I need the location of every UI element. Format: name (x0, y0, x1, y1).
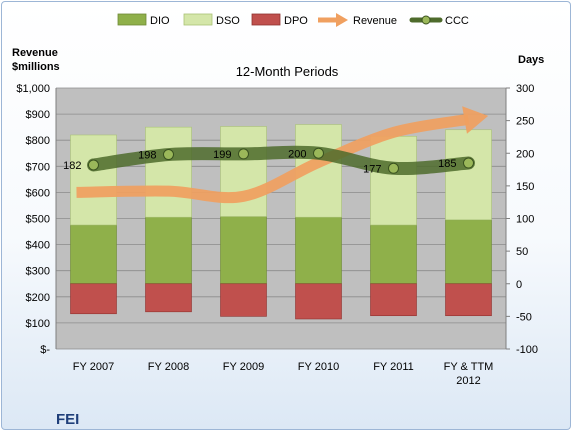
ccc-data-label: 198 (138, 150, 156, 162)
legend-item: Revenue (318, 13, 397, 27)
dpo-bar (70, 283, 117, 315)
ccc-marker (238, 148, 249, 160)
right-tick-label: 0 (516, 279, 522, 291)
left-axis-title-line2: $millions (12, 61, 60, 73)
ccc-line (87, 145, 475, 176)
category-label: FY 2011 (373, 361, 414, 373)
left-axis: $- $100 $200 $300 $400 $500 $600 $700 $800 $900 $1… (16, 83, 57, 356)
dio-bar (370, 224, 417, 285)
dpo-bar (145, 283, 192, 313)
left-tick-label: $- (40, 344, 50, 356)
right-tick-label: -50 (516, 311, 532, 323)
legend-item: CCC (409, 15, 469, 27)
left-tick-label: $300 (26, 266, 50, 278)
dso-bar (370, 135, 417, 226)
gridlines (56, 87, 506, 350)
ccc-marker (313, 147, 324, 159)
left-tick-label: $100 (26, 318, 50, 330)
legend-item: DPO (251, 13, 308, 27)
ccc-data-label: 185 (438, 158, 456, 170)
x-axis: FY 2007 FY 2008 FY 2009 FY 2010 FY 2011 FY & … (73, 361, 494, 387)
dpo-bar (220, 283, 267, 317)
left-tick-label: $700 (26, 161, 50, 173)
dio-bar (145, 216, 192, 285)
dio-bar (445, 219, 492, 285)
legend-label: Revenue (353, 15, 397, 27)
ccc-marker (88, 159, 99, 171)
ccc-marker (388, 162, 399, 174)
category-label: FY 2008 (148, 361, 189, 373)
revenue-series (76, 106, 489, 204)
legend-marker (421, 15, 431, 25)
dio-bar (295, 216, 342, 285)
right-tick-label: 300 (516, 83, 534, 95)
ccc-data-label: 199 (213, 149, 231, 161)
left-tick-label: $600 (26, 187, 50, 199)
legend-label: DIO (150, 15, 170, 27)
dso-bar (445, 129, 492, 221)
left-tick-label: $900 (26, 109, 50, 121)
ccc-data-label: 177 (363, 163, 381, 175)
right-tick-label: 50 (516, 246, 528, 258)
left-axis-title-line1: Revenue (12, 47, 58, 59)
legend-item: DIO (117, 13, 170, 27)
ccc-marker (163, 149, 174, 161)
legend: DIO DSO DPO Revenue CCC (117, 13, 469, 27)
legend-arrowhead (336, 13, 348, 27)
right-tick-label: 100 (516, 214, 534, 226)
right-tick-label: -100 (516, 344, 538, 356)
right-axis: -100 -50 0 50 100 150 200 250 300 (505, 83, 538, 356)
right-axis-title: Days (518, 54, 544, 66)
legend-item: DSO (183, 13, 240, 27)
legend-label: DPO (284, 15, 308, 27)
category-label: FY 2009 (223, 361, 264, 373)
ccc-series: 182 198 199 200 177 185 (63, 145, 475, 176)
revenue-line (76, 113, 470, 204)
chart-title: 12-Month Periods (236, 64, 339, 79)
legend-label: CCC (445, 15, 469, 27)
legend-swatch (183, 13, 213, 26)
dso-bar (70, 134, 117, 226)
category-label: FY & TTM (444, 361, 494, 373)
dio-bar (220, 216, 267, 285)
left-tick-label: $400 (26, 240, 50, 252)
left-tick-label: $200 (26, 292, 50, 304)
dpo-bar (445, 283, 492, 317)
dso-bar (145, 126, 192, 218)
dpo-bar (370, 283, 417, 317)
left-tick-label: $1,000 (16, 83, 50, 95)
right-tick-label: 200 (516, 148, 534, 160)
ccc-marker (463, 157, 474, 169)
legend-swatch (117, 13, 147, 26)
dpo-bar (295, 283, 342, 320)
bars (70, 124, 492, 320)
dio-bar (70, 224, 117, 285)
category-label: FY 2010 (298, 361, 339, 373)
ccc-data-label: 182 (63, 160, 81, 172)
ccc-data-label: 200 (288, 148, 306, 160)
category-label: FY 2007 (73, 361, 114, 373)
right-tick-label: 250 (516, 116, 534, 128)
legend-label: DSO (216, 15, 240, 27)
company-label: FEI (56, 411, 79, 428)
left-tick-label: $800 (26, 135, 50, 147)
left-tick-label: $500 (26, 214, 50, 226)
category-label: 2012 (456, 375, 480, 387)
revenue-arrowhead (462, 106, 489, 134)
right-tick-label: 150 (516, 181, 534, 193)
legend-swatch (251, 13, 281, 26)
